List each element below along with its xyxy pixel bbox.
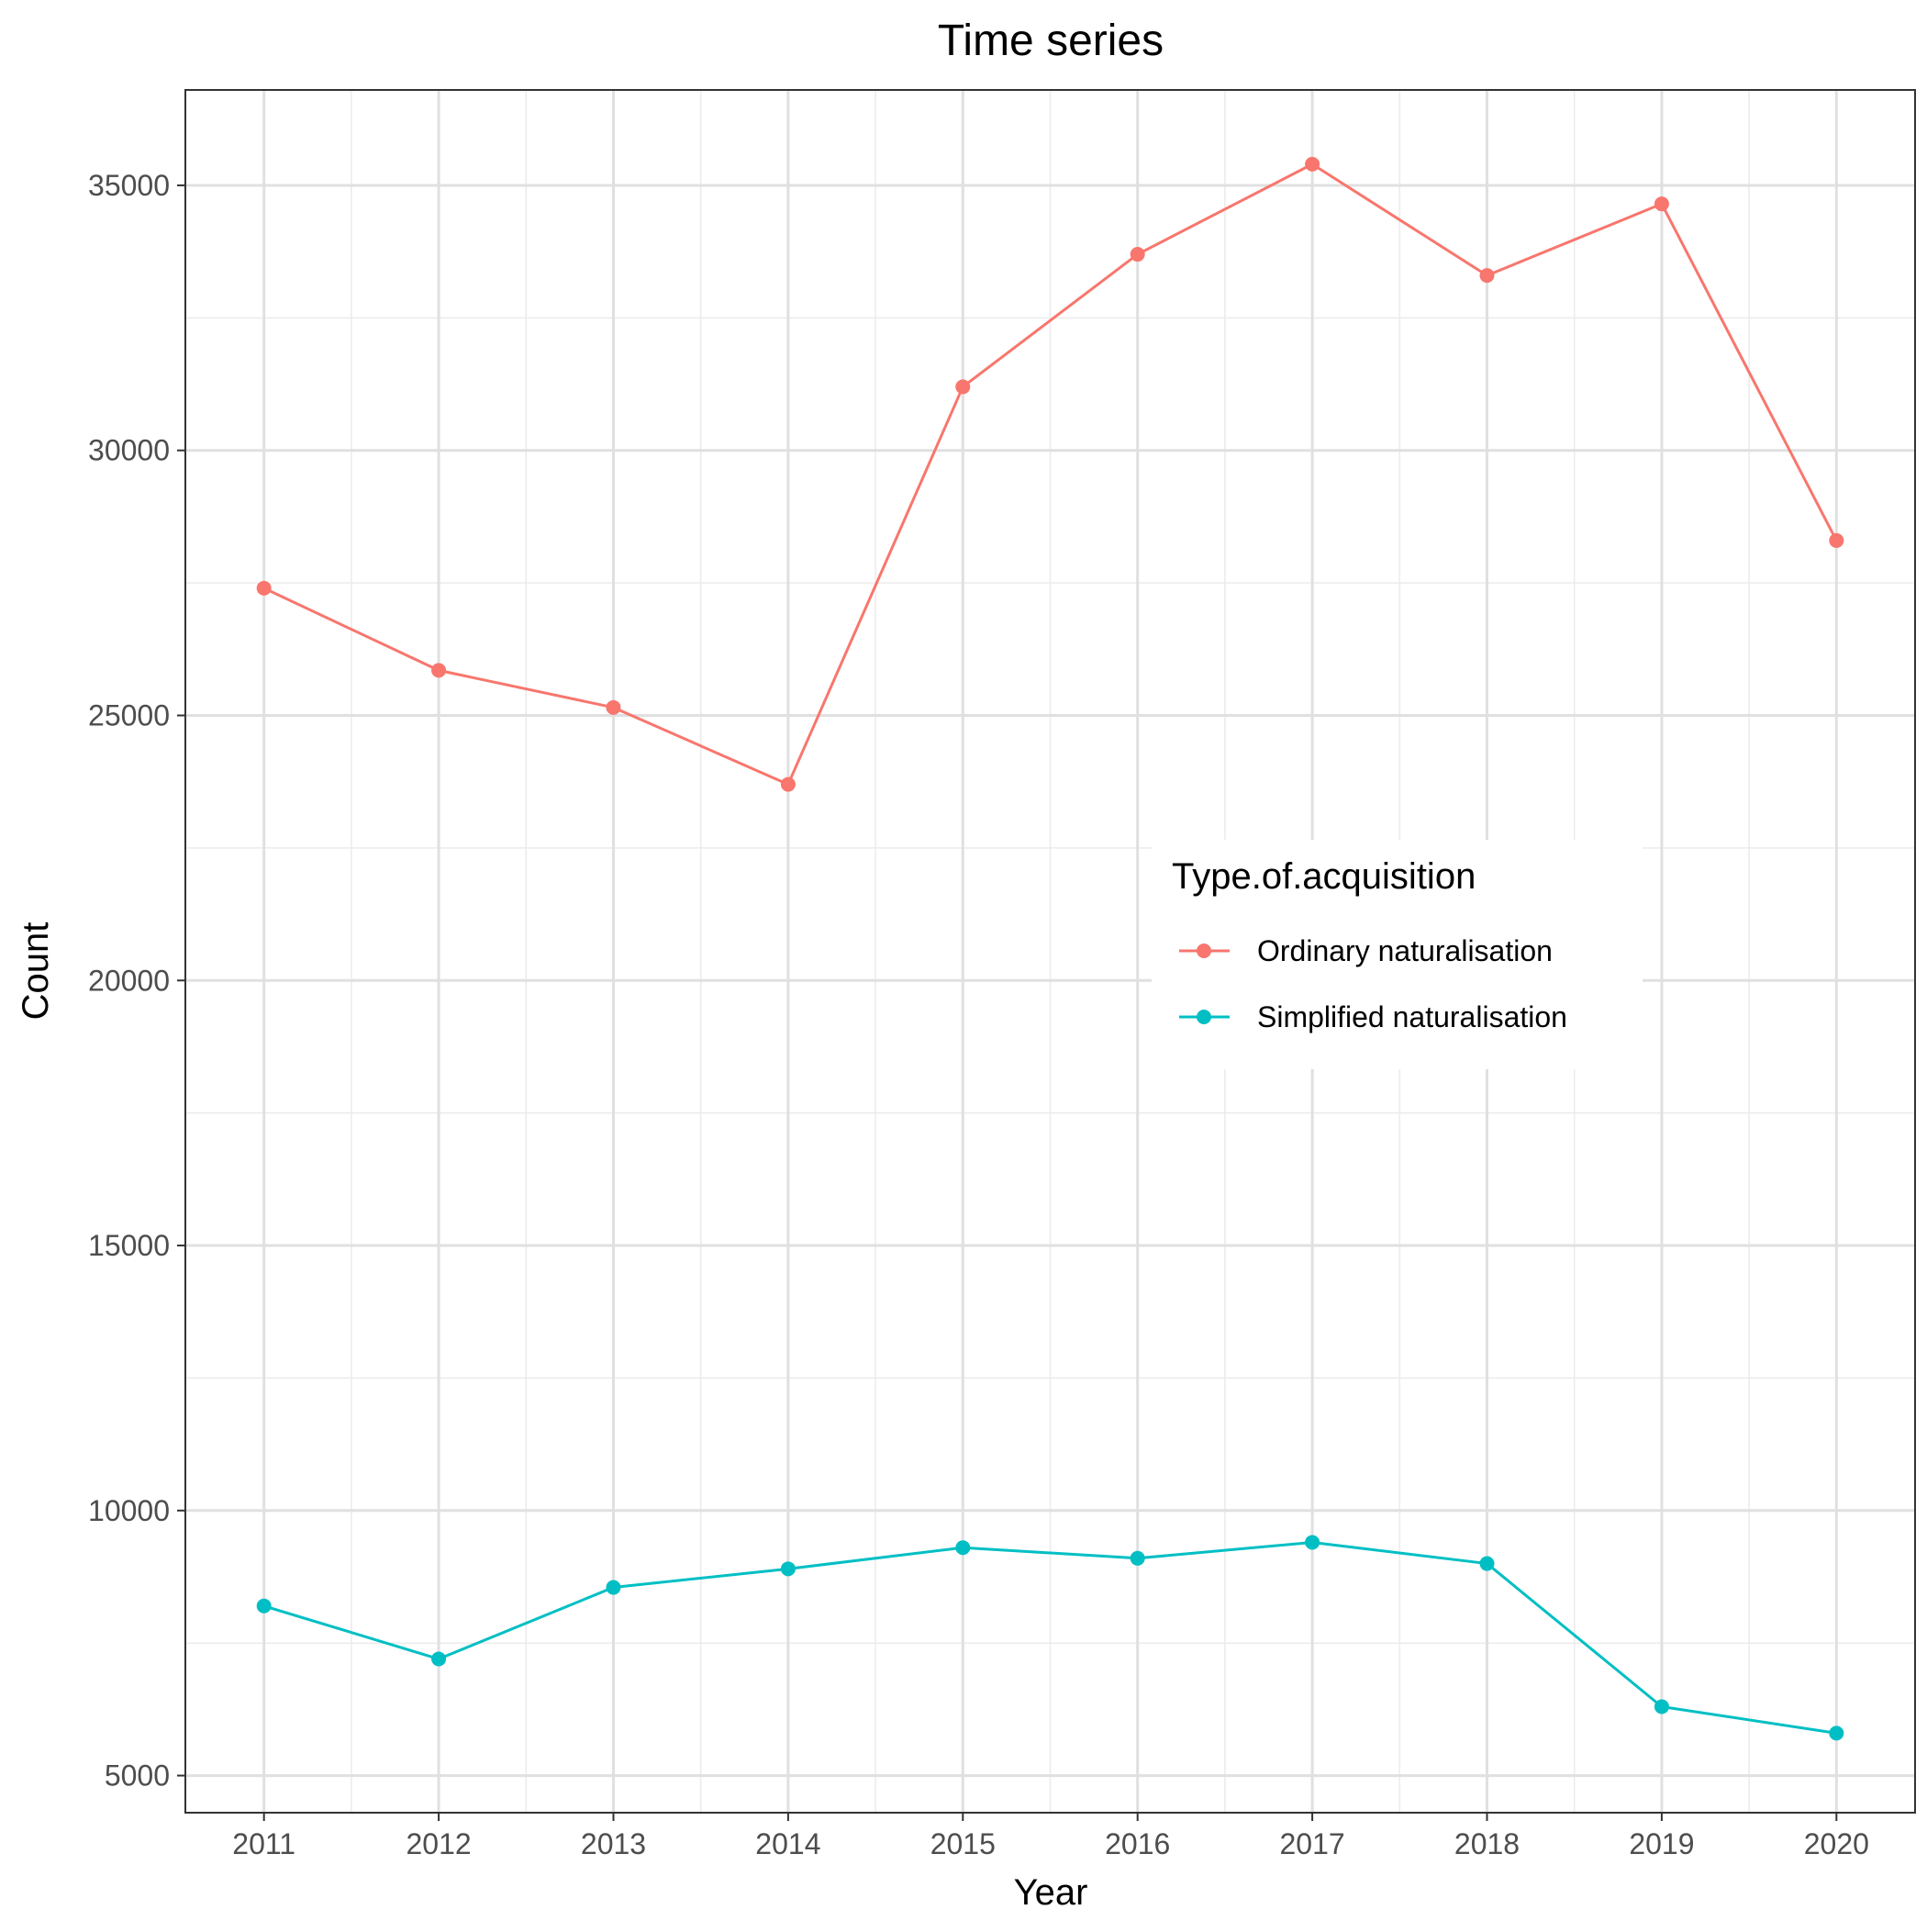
y-tick-label: 5000	[105, 1759, 170, 1792]
data-point	[431, 1651, 447, 1667]
legend-background	[1152, 840, 1643, 1069]
chart-title: Time series	[938, 17, 1164, 65]
legend-title: Type.of.acquisition	[1172, 856, 1476, 897]
axis-layer: 5000 10000 15000 20000 25000 30000 35000 2011 20…	[88, 169, 1869, 1860]
data-point	[780, 1561, 796, 1577]
y-axis-title: Count	[16, 922, 56, 1021]
x-axis-title: Year	[1014, 1872, 1088, 1913]
x-tick-label: 2018	[1454, 1827, 1520, 1860]
x-tick-label: 2019	[1629, 1827, 1694, 1860]
x-tick-label: 2011	[232, 1827, 295, 1860]
data-point	[1130, 247, 1145, 262]
x-tick-label: 2020	[1804, 1827, 1869, 1860]
y-tick-label: 25000	[88, 698, 170, 731]
legend-label-simplified-naturalisation: Simplified naturalisation	[1257, 1000, 1567, 1033]
legend-label-ordinary-naturalisation: Ordinary naturalisation	[1257, 934, 1553, 967]
data-point	[955, 1540, 971, 1556]
data-point	[1479, 1556, 1495, 1571]
data-point	[606, 1580, 621, 1595]
data-point	[1654, 196, 1669, 212]
data-point	[256, 580, 272, 596]
data-point	[256, 1598, 272, 1614]
data-point	[1479, 268, 1495, 284]
x-tick-label: 2014	[755, 1827, 820, 1860]
y-tick-label: 20000	[88, 964, 170, 997]
panel-border	[184, 89, 1916, 1814]
y-tick-label: 30000	[88, 434, 170, 467]
y-tick-label: 35000	[88, 169, 170, 202]
series-layer	[256, 156, 1844, 1741]
data-point	[1305, 1535, 1320, 1550]
data-point	[1829, 1725, 1844, 1741]
data-point	[606, 699, 621, 715]
data-point	[1829, 532, 1844, 548]
x-tick-label: 2017	[1280, 1827, 1345, 1860]
legend-items: Ordinary naturalisation Simplified natura…	[1179, 934, 1567, 1033]
legend: Type.of.acquisition Ordinary naturalisat…	[1152, 840, 1643, 1069]
data-point	[1130, 1550, 1145, 1566]
series-line-ordinary-naturalisation	[263, 162, 1838, 787]
legend-key-point-simplified-naturalisation	[1197, 1010, 1211, 1024]
x-tick-label: 2015	[930, 1827, 996, 1860]
series-line-simplified-naturalisation	[263, 1540, 1837, 1735]
y-tick-label: 10000	[88, 1494, 170, 1527]
x-tick-label: 2013	[581, 1827, 646, 1860]
legend-key-point-ordinary-naturalisation	[1197, 944, 1211, 958]
data-point	[1654, 1699, 1669, 1714]
x-tick-label: 2012	[406, 1827, 471, 1860]
data-point	[431, 663, 447, 678]
y-tick-label: 15000	[88, 1229, 170, 1262]
x-tick-label: 2016	[1105, 1827, 1170, 1860]
data-point	[780, 776, 796, 792]
data-point	[1305, 156, 1320, 172]
data-point	[955, 379, 971, 395]
